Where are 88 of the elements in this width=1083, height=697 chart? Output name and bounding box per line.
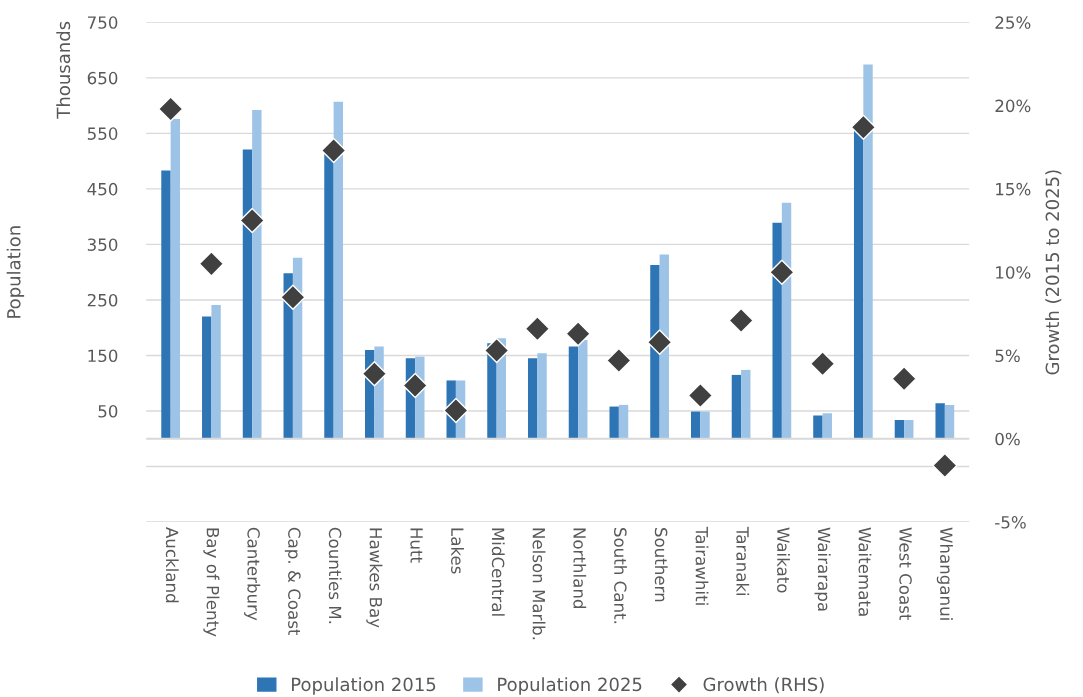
x-tick-label: Tairawhiti — [695, 526, 709, 605]
y-tick-label: 450 — [87, 182, 118, 196]
bar — [211, 304, 221, 439]
bar — [731, 374, 742, 439]
x-tick-label: Counties M. — [328, 527, 342, 624]
x-tick-label: Hutt — [410, 528, 423, 563]
point — [402, 372, 428, 399]
point — [320, 137, 347, 164]
text: Thousands — [56, 21, 71, 119]
x-tick-label: MidCentral — [491, 528, 505, 616]
x-tick-label: Bay of Plenty — [203, 528, 220, 637]
x-tick-label: Hawkes Bay — [366, 528, 383, 628]
y2-tick-label: 5% — [995, 349, 1020, 363]
y-tick-label: 350 — [87, 238, 118, 251]
point — [361, 361, 388, 387]
x-tick-label: Southern — [654, 528, 668, 602]
y-tick-label: 550 — [87, 127, 118, 140]
point — [891, 366, 917, 392]
x-tick-label: Whanganui — [936, 527, 953, 620]
y-axis-title: Population — [6, 226, 25, 318]
bar — [904, 419, 914, 439]
point — [157, 96, 184, 122]
bar — [618, 404, 629, 439]
x-tick-label: Lakes — [451, 528, 464, 574]
bar — [252, 110, 262, 439]
point — [728, 307, 754, 334]
x-tick-label: Northland — [573, 528, 587, 608]
legend-label: Population 2015 — [292, 677, 436, 695]
point — [198, 251, 225, 277]
point — [850, 114, 877, 140]
bar — [935, 403, 945, 439]
bar — [170, 118, 181, 439]
x-tick-label: Canterbury — [244, 527, 261, 621]
x-tick-label: West Coast — [899, 527, 912, 621]
legend-label: Growth (RHS) — [703, 677, 824, 694]
y2-axis-title: Growth (2015 to 2025) — [1045, 170, 1062, 375]
bar — [324, 153, 334, 439]
point — [769, 259, 795, 285]
bar — [813, 415, 823, 439]
bar — [690, 411, 701, 439]
bar — [700, 411, 710, 439]
y2-tick-label: 0% — [995, 432, 1020, 446]
point — [606, 347, 632, 374]
point — [483, 337, 510, 364]
x-tick-label: Wairarapa — [814, 527, 831, 611]
bar — [578, 339, 588, 439]
bar — [568, 346, 579, 439]
bar — [609, 406, 619, 439]
point — [687, 382, 714, 409]
bar — [772, 222, 782, 439]
bar — [650, 264, 660, 439]
bar — [822, 413, 832, 439]
legend-label: Population 2025 — [498, 677, 642, 695]
point — [565, 321, 591, 347]
point — [443, 397, 469, 424]
point — [932, 452, 958, 479]
bar — [202, 316, 212, 439]
bar — [242, 149, 253, 439]
point — [646, 329, 673, 355]
y-tick-label: 750 — [87, 16, 118, 29]
x-tick-label: Waitemata — [858, 527, 872, 616]
y-tick-label: 650 — [87, 71, 118, 85]
y2-tick-label: -5% — [995, 516, 1026, 529]
bar — [863, 64, 873, 439]
x-tick-label: Waikato — [777, 527, 790, 593]
x-tick-label: Cap. & Coast — [284, 527, 301, 636]
point — [280, 284, 306, 310]
x-tick-label: Nelson Marlb. — [532, 528, 546, 640]
y-tick-label: 150 — [88, 349, 118, 363]
y2-tick-label: 25% — [995, 16, 1031, 29]
y2-tick-label: 15% — [996, 182, 1031, 196]
bar — [537, 353, 547, 439]
point — [239, 207, 265, 234]
bar — [161, 170, 171, 439]
point — [524, 316, 551, 342]
x-tick-label: Taranaki — [736, 526, 750, 596]
y2-tick-label: 10% — [996, 266, 1031, 279]
bar — [944, 404, 955, 439]
bar — [894, 419, 905, 439]
y-tick-label: 250 — [87, 293, 118, 307]
bar — [528, 358, 538, 439]
x-tick-label: South Cant. — [614, 528, 627, 624]
point — [809, 351, 836, 377]
bar — [333, 101, 344, 439]
y2-tick-label: 20% — [995, 99, 1031, 113]
y-tick-label: 50 — [98, 404, 118, 418]
bar — [741, 369, 751, 439]
x-tick-label: Auckland — [165, 527, 179, 603]
